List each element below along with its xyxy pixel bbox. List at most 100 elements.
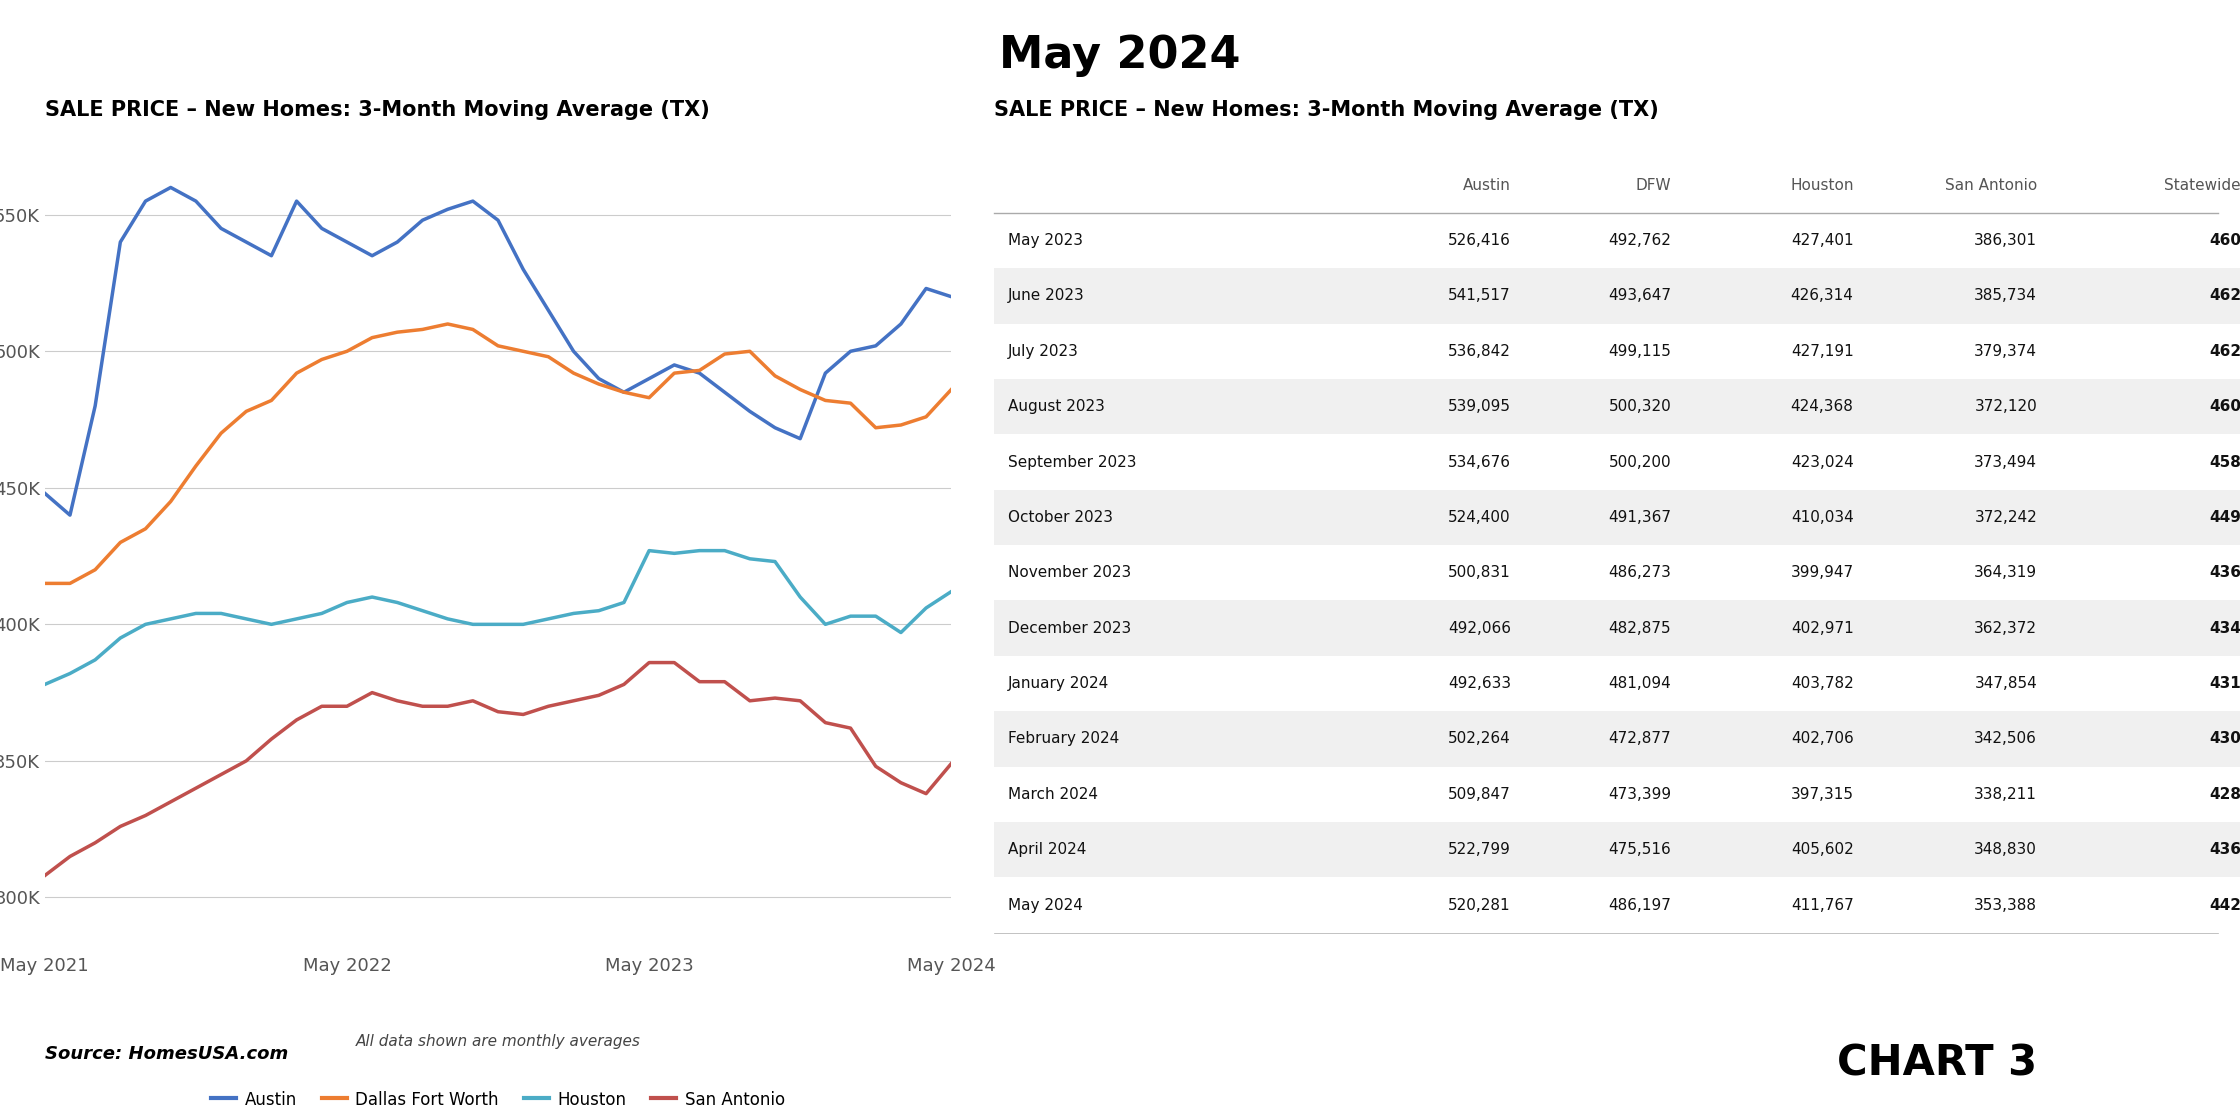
- Text: DFW: DFW: [1635, 177, 1671, 193]
- Text: 436,083: 436,083: [2209, 842, 2240, 857]
- Bar: [1337, 823, 1521, 878]
- Text: 473,399: 473,399: [1608, 787, 1671, 801]
- Text: 492,633: 492,633: [1447, 676, 1512, 691]
- Text: 534,676: 534,676: [1447, 455, 1512, 469]
- Bar: [1337, 711, 1521, 767]
- Text: 402,971: 402,971: [1790, 621, 1852, 635]
- Text: 442,676: 442,676: [2209, 898, 2240, 912]
- Text: 423,024: 423,024: [1790, 455, 1852, 469]
- Text: January 2024: January 2024: [1008, 676, 1109, 691]
- Bar: [1864, 268, 2047, 323]
- Text: 462,363: 462,363: [2209, 344, 2240, 359]
- Text: 539,095: 539,095: [1447, 400, 1512, 414]
- Bar: [1521, 268, 1680, 323]
- Bar: [1680, 268, 1864, 323]
- Text: 347,854: 347,854: [1973, 676, 2036, 691]
- Text: July 2023: July 2023: [1008, 344, 1077, 359]
- Text: 397,315: 397,315: [1790, 787, 1852, 801]
- Bar: [1521, 489, 1680, 545]
- Text: 372,120: 372,120: [1973, 400, 2036, 414]
- Text: 493,647: 493,647: [1608, 288, 1671, 303]
- Bar: [1337, 268, 1521, 323]
- Bar: [1337, 600, 1521, 655]
- Text: 520,281: 520,281: [1449, 898, 1512, 912]
- Bar: [1864, 711, 2047, 767]
- Bar: [995, 823, 1337, 878]
- Bar: [1521, 823, 1680, 878]
- Text: SALE PRICE – New Homes: 3-Month Moving Average (TX): SALE PRICE – New Homes: 3-Month Moving A…: [995, 100, 1658, 121]
- Text: August 2023: August 2023: [1008, 400, 1104, 414]
- Bar: [1680, 379, 1864, 434]
- Text: 522,799: 522,799: [1447, 842, 1512, 857]
- Text: 348,830: 348,830: [1973, 842, 2036, 857]
- Text: 431,998: 431,998: [2209, 676, 2240, 691]
- Text: 434,893: 434,893: [2209, 621, 2240, 635]
- Text: November 2023: November 2023: [1008, 566, 1131, 580]
- Text: October 2023: October 2023: [1008, 510, 1113, 525]
- Bar: [1680, 823, 1864, 878]
- Bar: [1337, 489, 1521, 545]
- Text: 430,533: 430,533: [2209, 732, 2240, 746]
- Bar: [1864, 489, 2047, 545]
- Bar: [995, 711, 1337, 767]
- Text: 426,314: 426,314: [1790, 288, 1852, 303]
- Text: 399,947: 399,947: [1790, 566, 1852, 580]
- Text: 500,200: 500,200: [1608, 455, 1671, 469]
- Text: Statewide Avg.: Statewide Avg.: [2164, 177, 2240, 193]
- Text: 402,706: 402,706: [1790, 732, 1852, 746]
- Bar: [2047, 823, 2240, 878]
- Text: June 2023: June 2023: [1008, 288, 1084, 303]
- Text: May 2024: May 2024: [999, 34, 1241, 76]
- Bar: [995, 489, 1337, 545]
- Text: 472,877: 472,877: [1608, 732, 1671, 746]
- Text: March 2024: March 2024: [1008, 787, 1098, 801]
- Text: 353,388: 353,388: [1973, 898, 2036, 912]
- Text: 500,320: 500,320: [1608, 400, 1671, 414]
- Bar: [2047, 379, 2240, 434]
- Bar: [1521, 379, 1680, 434]
- Text: 364,319: 364,319: [1973, 566, 2036, 580]
- Text: 475,516: 475,516: [1608, 842, 1671, 857]
- Bar: [1521, 600, 1680, 655]
- Text: 342,506: 342,506: [1973, 732, 2036, 746]
- Text: 385,734: 385,734: [1973, 288, 2036, 303]
- Text: 526,416: 526,416: [1447, 232, 1512, 248]
- Text: Source: HomesUSA.com: Source: HomesUSA.com: [45, 1045, 289, 1063]
- Text: May 2024: May 2024: [1008, 898, 1082, 912]
- Text: Houston: Houston: [1790, 177, 1852, 193]
- Text: 482,875: 482,875: [1608, 621, 1671, 635]
- Text: April 2024: April 2024: [1008, 842, 1086, 857]
- Text: 424,368: 424,368: [1790, 400, 1852, 414]
- Text: 509,847: 509,847: [1447, 787, 1512, 801]
- Text: 481,094: 481,094: [1608, 676, 1671, 691]
- Text: 379,374: 379,374: [1973, 344, 2036, 359]
- Text: May 2023: May 2023: [1008, 232, 1082, 248]
- Bar: [2047, 268, 2240, 323]
- Bar: [2047, 600, 2240, 655]
- Text: 373,494: 373,494: [1973, 455, 2036, 469]
- Text: September 2023: September 2023: [1008, 455, 1136, 469]
- Text: All data shown are monthly averages: All data shown are monthly averages: [356, 1034, 641, 1049]
- Bar: [1864, 823, 2047, 878]
- Text: 449,386: 449,386: [2209, 510, 2240, 525]
- Text: 362,372: 362,372: [1973, 621, 2036, 635]
- Text: December 2023: December 2023: [1008, 621, 1131, 635]
- Text: 428,682: 428,682: [2209, 787, 2240, 801]
- Bar: [2047, 711, 2240, 767]
- Text: 541,517: 541,517: [1449, 288, 1512, 303]
- Text: Austin: Austin: [1463, 177, 1512, 193]
- Text: 460,060: 460,060: [2209, 400, 2240, 414]
- Text: 486,197: 486,197: [1608, 898, 1671, 912]
- Text: CHART 3: CHART 3: [1837, 1043, 2036, 1085]
- Text: 338,211: 338,211: [1973, 787, 2036, 801]
- Bar: [1680, 600, 1864, 655]
- Text: 405,602: 405,602: [1790, 842, 1852, 857]
- Text: 410,034: 410,034: [1790, 510, 1852, 525]
- Text: SALE PRICE – New Homes: 3-Month Moving Average (TX): SALE PRICE – New Homes: 3-Month Moving A…: [45, 100, 710, 121]
- Text: 460,850: 460,850: [2209, 232, 2240, 248]
- Bar: [1521, 711, 1680, 767]
- Text: 524,400: 524,400: [1449, 510, 1512, 525]
- Text: 491,367: 491,367: [1608, 510, 1671, 525]
- Text: 462,307: 462,307: [2209, 288, 2240, 303]
- Text: 499,115: 499,115: [1608, 344, 1671, 359]
